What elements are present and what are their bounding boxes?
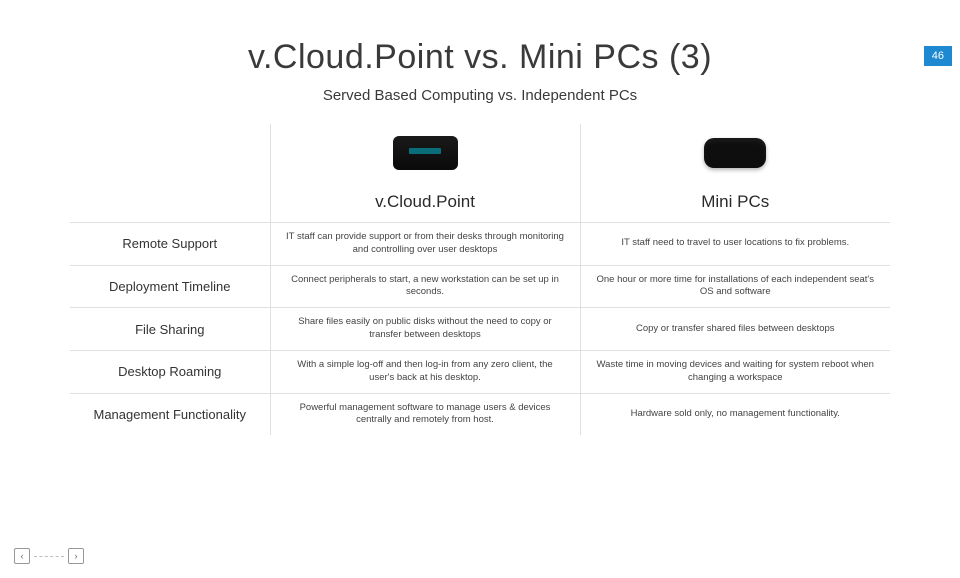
table-row: Deployment Timeline Connect peripherals … <box>70 265 890 308</box>
column-header-vcloudpoint: v.Cloud.Point <box>270 186 580 223</box>
row-label: Remote Support <box>70 223 270 266</box>
chevron-right-icon: › <box>75 551 78 561</box>
row-label: Desktop Roaming <box>70 350 270 393</box>
cell-minipc: Hardware sold only, no management functi… <box>580 393 890 435</box>
slide-nav: ‹ › <box>14 548 84 564</box>
vcloudpoint-device-icon <box>393 136 458 170</box>
cell-minipc: IT staff need to travel to user location… <box>580 223 890 266</box>
minipc-device-icon <box>704 138 766 168</box>
cell-minipc: One hour or more time for installations … <box>580 265 890 308</box>
comparison-table: v.Cloud.Point Mini PCs Remote Support IT… <box>70 124 890 435</box>
cell-vcloud: Share files easily on public disks witho… <box>270 308 580 351</box>
table-row: Management Functionality Powerful manage… <box>70 393 890 435</box>
page-number-badge: 46 <box>924 46 952 66</box>
next-slide-button[interactable]: › <box>68 548 84 564</box>
cell-vcloud: Powerful management software to manage u… <box>270 393 580 435</box>
cell-vcloud: Connect peripherals to start, a new work… <box>270 265 580 308</box>
nav-divider <box>34 556 64 557</box>
row-label: Management Functionality <box>70 393 270 435</box>
page-title: v.Cloud.Point vs. Mini PCs (3) <box>0 38 960 77</box>
cell-minipc: Waste time in moving devices and waiting… <box>580 350 890 393</box>
table-row: Remote Support IT staff can provide supp… <box>70 223 890 266</box>
cell-vcloud: With a simple log-off and then log-in fr… <box>270 350 580 393</box>
page-subtitle: Served Based Computing vs. Independent P… <box>0 87 960 104</box>
table-row: Desktop Roaming With a simple log-off an… <box>70 350 890 393</box>
prev-slide-button[interactable]: ‹ <box>14 548 30 564</box>
chevron-left-icon: ‹ <box>21 551 24 561</box>
row-label: File Sharing <box>70 308 270 351</box>
cell-minipc: Copy or transfer shared files between de… <box>580 308 890 351</box>
column-header-minipcs: Mini PCs <box>580 186 890 223</box>
cell-vcloud: IT staff can provide support or from the… <box>270 223 580 266</box>
table-row: File Sharing Share files easily on publi… <box>70 308 890 351</box>
product-image-row <box>70 124 890 186</box>
column-header-row: v.Cloud.Point Mini PCs <box>70 186 890 223</box>
row-label: Deployment Timeline <box>70 265 270 308</box>
